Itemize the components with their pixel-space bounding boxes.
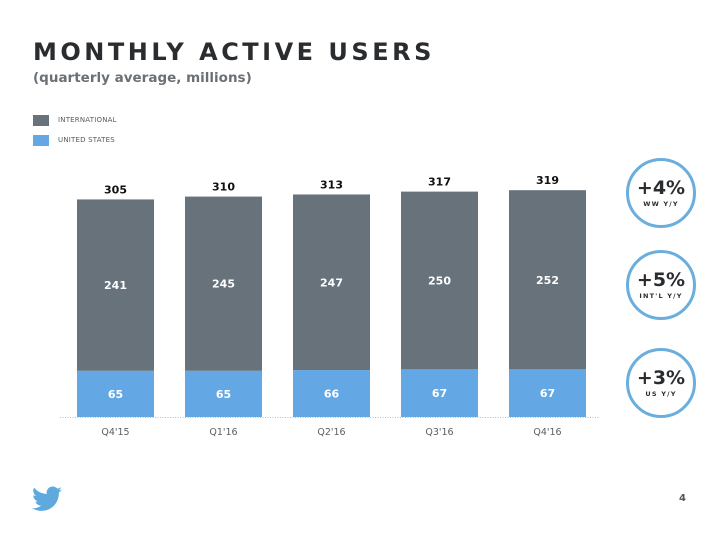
bar-segment-international	[185, 196, 262, 371]
legend-swatch-united-states	[33, 134, 49, 146]
badge-value: +4%	[636, 177, 686, 199]
x-tick-label: Q3'16	[425, 427, 453, 438]
slide-subtitle: (quarterly average, millions)	[33, 70, 252, 86]
bar-segment-united-states	[401, 369, 478, 417]
data-label-total: 310	[212, 181, 235, 194]
badge-value: +3%	[636, 367, 686, 389]
data-label-total: 313	[320, 178, 343, 191]
data-label-total: 317	[428, 176, 451, 189]
bar-segment-united-states	[77, 370, 154, 417]
data-label-united-states: 67	[432, 387, 447, 400]
page-number: 4	[679, 493, 686, 504]
legend-item-international: INTERNATIONAL	[33, 110, 117, 130]
bar-segment-international	[293, 194, 370, 371]
data-label-united-states: 66	[324, 388, 340, 401]
data-label-international: 241	[104, 279, 127, 292]
badge-ww-growth: +4% WW Y/Y	[626, 158, 696, 228]
bar-segment-international	[77, 199, 154, 371]
x-tick-label: Q1'16	[209, 427, 237, 438]
data-label-united-states: 65	[108, 388, 123, 401]
bar-segment-united-states	[185, 370, 262, 417]
badge-value: +5%	[636, 269, 686, 291]
badge-us-growth: +3% US Y/Y	[626, 348, 696, 418]
badge-label: INT'L Y/Y	[639, 292, 683, 300]
legend-label-international: INTERNATIONAL	[58, 116, 117, 124]
slide-title: MONTHLY ACTIVE USERS	[33, 38, 435, 66]
legend-item-united-states: UNITED STATES	[33, 130, 117, 150]
twitter-bird-icon	[32, 486, 62, 511]
bar-segment-united-states	[293, 370, 370, 417]
x-tick-label: Q4'15	[101, 427, 129, 438]
chart-legend: INTERNATIONAL UNITED STATES	[33, 110, 117, 150]
data-label-international: 247	[320, 276, 343, 289]
badge-label: US Y/Y	[645, 390, 677, 398]
data-label-total: 319	[536, 174, 559, 187]
data-label-international: 250	[428, 274, 451, 287]
bar-segment-united-states	[509, 369, 586, 417]
data-label-international: 245	[212, 278, 235, 291]
x-tick-label: Q2'16	[317, 427, 345, 438]
bar-segment-international	[401, 191, 478, 370]
data-label-united-states: 67	[540, 387, 555, 400]
data-label-united-states: 65	[216, 388, 231, 401]
badge-label: WW Y/Y	[643, 200, 679, 208]
badge-intl-growth: +5% INT'L Y/Y	[626, 250, 696, 320]
x-tick-label: Q4'16	[533, 427, 561, 438]
legend-swatch-international	[33, 114, 49, 126]
legend-label-united-states: UNITED STATES	[58, 136, 115, 144]
data-label-international: 252	[536, 274, 559, 287]
data-label-total: 305	[104, 183, 127, 196]
bar-segment-international	[509, 190, 586, 370]
